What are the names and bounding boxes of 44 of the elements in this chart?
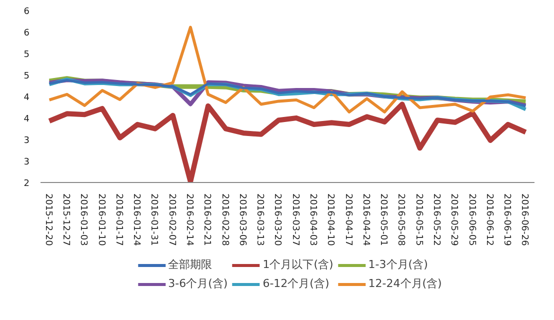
- x-tick-label: 2016-01-10: [96, 194, 106, 246]
- x-tick-label: 2016-06-05: [466, 194, 476, 246]
- y-tick-label: 6: [24, 7, 30, 17]
- x-tick-label: 2016-01-03: [78, 194, 88, 246]
- y-tick-label: 5: [24, 50, 30, 60]
- x-tick-label: 2015-12-20: [42, 194, 53, 246]
- x-tick-label: 2016-02-28: [219, 194, 230, 246]
- y-tick-label: 4: [24, 114, 30, 124]
- x-tick-label: 2016-03-20: [272, 194, 282, 246]
- x-tick-label: 2016-04-24: [360, 194, 370, 246]
- x-tick-label: 2016-04-17: [342, 194, 353, 246]
- legend-label: 6-12个月(含): [262, 276, 330, 291]
- x-tick-label: 2016-01-17: [113, 194, 124, 246]
- legend-label: 1-3个月(含): [368, 257, 428, 272]
- x-tick-label: 2016-06-19: [502, 194, 512, 246]
- x-tick-label: 2016-05-29: [448, 194, 459, 246]
- x-tick-label: 2016-04-10: [325, 194, 336, 246]
- x-tick-label: 2016-02-21: [202, 194, 212, 246]
- x-tick-label: 2016-02-07: [166, 194, 176, 246]
- x-tick-label: 2016-03-06: [236, 194, 247, 246]
- x-tick-label: 2016-03-27: [290, 194, 300, 246]
- x-tick-label: 2016-06-12: [484, 194, 494, 246]
- y-tick-label: 6: [24, 28, 30, 38]
- y-tick-label: 3: [24, 158, 30, 168]
- y-tick-label: 5: [24, 72, 30, 82]
- x-tick-label: 2016-02-14: [184, 194, 194, 246]
- legend-label: 12-24个月(含): [368, 276, 442, 291]
- x-tick-label: 2016-03-13: [254, 194, 265, 246]
- x-tick-label: 2015-12-27: [60, 194, 70, 246]
- x-tick-label: 2016-01-24: [131, 194, 142, 246]
- y-tick-label: 3: [24, 136, 30, 146]
- x-tick-label: 2016-05-08: [396, 194, 406, 246]
- y-tick-label: 4: [24, 93, 30, 103]
- legend-label: 1个月以下(含): [262, 257, 334, 272]
- x-tick-label: 2016-01-31: [148, 194, 159, 246]
- x-tick-label: 2016-05-01: [378, 194, 388, 246]
- y-tick-label: 2: [24, 179, 30, 189]
- line-series: [48, 26, 528, 114]
- x-tick-label: 2016-06-26: [519, 194, 530, 246]
- x-tick-label: 2016-05-22: [430, 194, 441, 246]
- x-tick-label: 2016-05-15: [413, 194, 424, 246]
- legend-label: 全部期限: [168, 257, 212, 272]
- legend-label: 3-6个月(含): [168, 276, 228, 291]
- x-tick-label: 2016-04-03: [307, 194, 318, 246]
